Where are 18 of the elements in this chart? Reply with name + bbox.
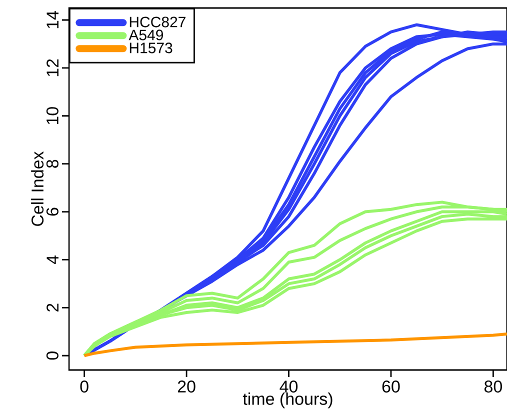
y-tick-label: 0 — [46, 352, 58, 360]
y-axis-title: Cell Index — [31, 151, 44, 226]
x-tick-label: 60 — [382, 380, 400, 393]
x-tick-label: 0 — [80, 380, 88, 393]
x-tick-label: 80 — [484, 380, 502, 393]
legend-label: A549 — [128, 30, 164, 40]
y-tick-label: 2 — [46, 304, 58, 312]
y-tick-label: 10 — [46, 107, 58, 124]
y-tick-label: 8 — [46, 160, 58, 168]
legend-label: HCC827 — [130, 16, 186, 28]
y-tick-label: 6 — [46, 208, 58, 216]
y-tick-label: 14 — [46, 11, 58, 28]
legend-label: H1573 — [130, 42, 172, 54]
x-axis-title: time (hours) — [242, 392, 332, 408]
x-tick-label: 20 — [178, 380, 196, 393]
y-tick-label: 12 — [46, 59, 58, 76]
x-tick-label: 40 — [280, 380, 298, 393]
y-tick-label: 4 — [46, 255, 58, 264]
